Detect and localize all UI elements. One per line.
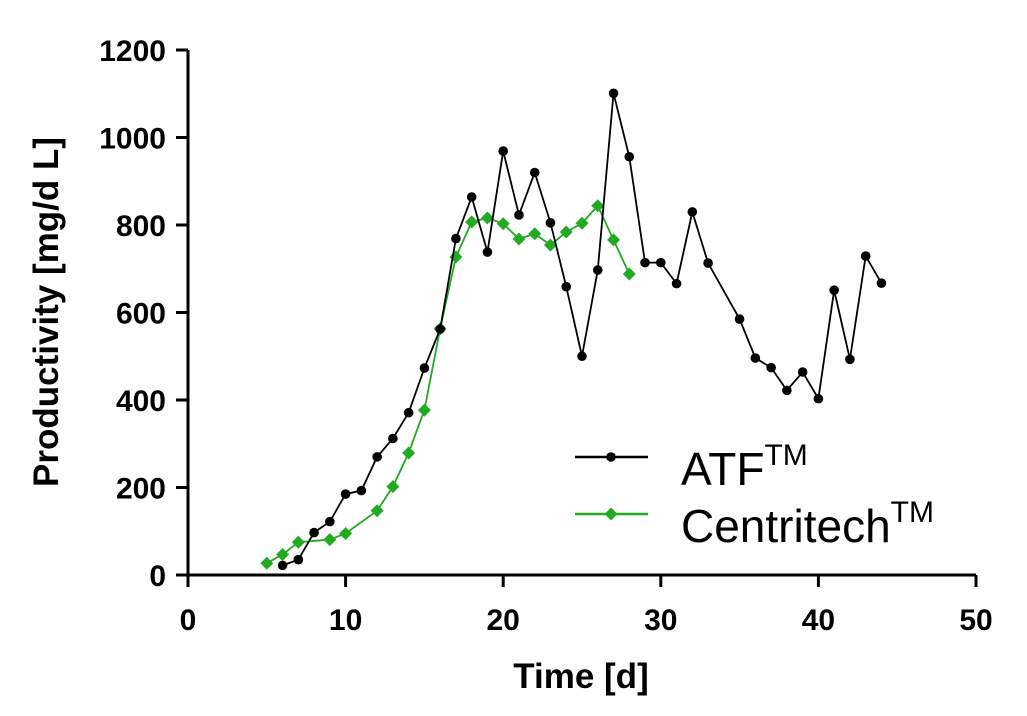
legend-label: CentritechTM [681, 496, 934, 552]
data-point [608, 88, 619, 99]
data-point [622, 267, 636, 281]
data-point [860, 251, 871, 261]
data-point [465, 215, 479, 229]
y-tick-label: 1000 [99, 123, 166, 156]
data-point [624, 151, 635, 162]
x-tick-label: 0 [180, 604, 197, 637]
x-tick-label: 50 [959, 604, 992, 637]
data-point [372, 452, 382, 462]
data-point [829, 285, 839, 295]
data-point [325, 516, 335, 527]
data-point [656, 257, 666, 268]
data-point [386, 480, 400, 494]
series-line-centritech [266, 204, 631, 564]
data-point [323, 533, 337, 547]
x-tick-label: 40 [802, 604, 835, 637]
y-tick-label: 400 [116, 385, 166, 418]
data-point [750, 353, 761, 363]
data-point [403, 407, 414, 418]
data-point [813, 393, 824, 404]
data-point [388, 433, 398, 444]
y-tick-label: 200 [116, 473, 166, 506]
data-point [577, 351, 587, 362]
y-ticks: 0 200 400 600 800 1000 1200 [99, 35, 188, 593]
data-point [417, 403, 431, 417]
data-point [370, 504, 384, 518]
y-tick-label: 0 [149, 560, 166, 593]
data-point [671, 278, 682, 289]
data-point [640, 257, 650, 268]
data-point [703, 258, 713, 268]
data-point [291, 535, 305, 549]
data-point [797, 367, 808, 377]
data-point [561, 281, 572, 292]
data-point [451, 233, 461, 244]
x-axis-title: Time [d] [513, 657, 648, 696]
data-point [687, 207, 698, 217]
data-point [356, 485, 367, 496]
y-axis-title: Productivity [mg/d L] [27, 137, 66, 487]
data-point [734, 314, 745, 324]
data-point [466, 192, 477, 202]
series-atf [277, 88, 887, 571]
data-point [529, 167, 540, 178]
data-point [419, 363, 430, 373]
y-tick-label: 800 [116, 210, 166, 243]
data-point [277, 560, 288, 571]
data-point [480, 211, 494, 225]
data-point [309, 527, 319, 538]
legend-marker [606, 452, 616, 462]
data-point [876, 278, 887, 288]
legend-item-atf: ATFTM [575, 439, 808, 495]
data-point [340, 489, 351, 499]
series-centritech [260, 199, 636, 570]
data-point [545, 218, 556, 228]
data-point [575, 216, 589, 230]
data-point [512, 232, 526, 246]
legend-label: ATFTM [681, 439, 808, 495]
legend-item-centritech: CentritechTM [575, 496, 934, 552]
series-layer [260, 88, 887, 571]
data-point [591, 199, 605, 213]
x-tick-label: 10 [329, 604, 362, 637]
x-tick-label: 30 [644, 604, 677, 637]
data-point [293, 554, 304, 565]
data-point [435, 324, 445, 334]
data-point [543, 238, 557, 252]
data-point [339, 526, 353, 540]
data-point [260, 556, 274, 570]
data-point [528, 227, 542, 241]
data-point [592, 265, 603, 275]
data-point [402, 446, 416, 460]
data-point [782, 385, 792, 396]
data-point [559, 225, 573, 239]
legend-marker [604, 507, 618, 521]
data-point [496, 217, 510, 231]
data-point [276, 547, 290, 561]
data-point [498, 146, 509, 156]
data-point [607, 233, 621, 247]
series-line-atf [282, 93, 883, 567]
y-tick-label: 1200 [99, 35, 166, 68]
x-ticks: 0 10 20 30 40 50 [180, 575, 993, 637]
data-point [482, 247, 493, 257]
data-point [845, 354, 855, 365]
y-tick-label: 600 [116, 298, 166, 331]
data-point [766, 362, 776, 373]
x-tick-label: 20 [487, 604, 520, 637]
data-point [514, 210, 524, 220]
